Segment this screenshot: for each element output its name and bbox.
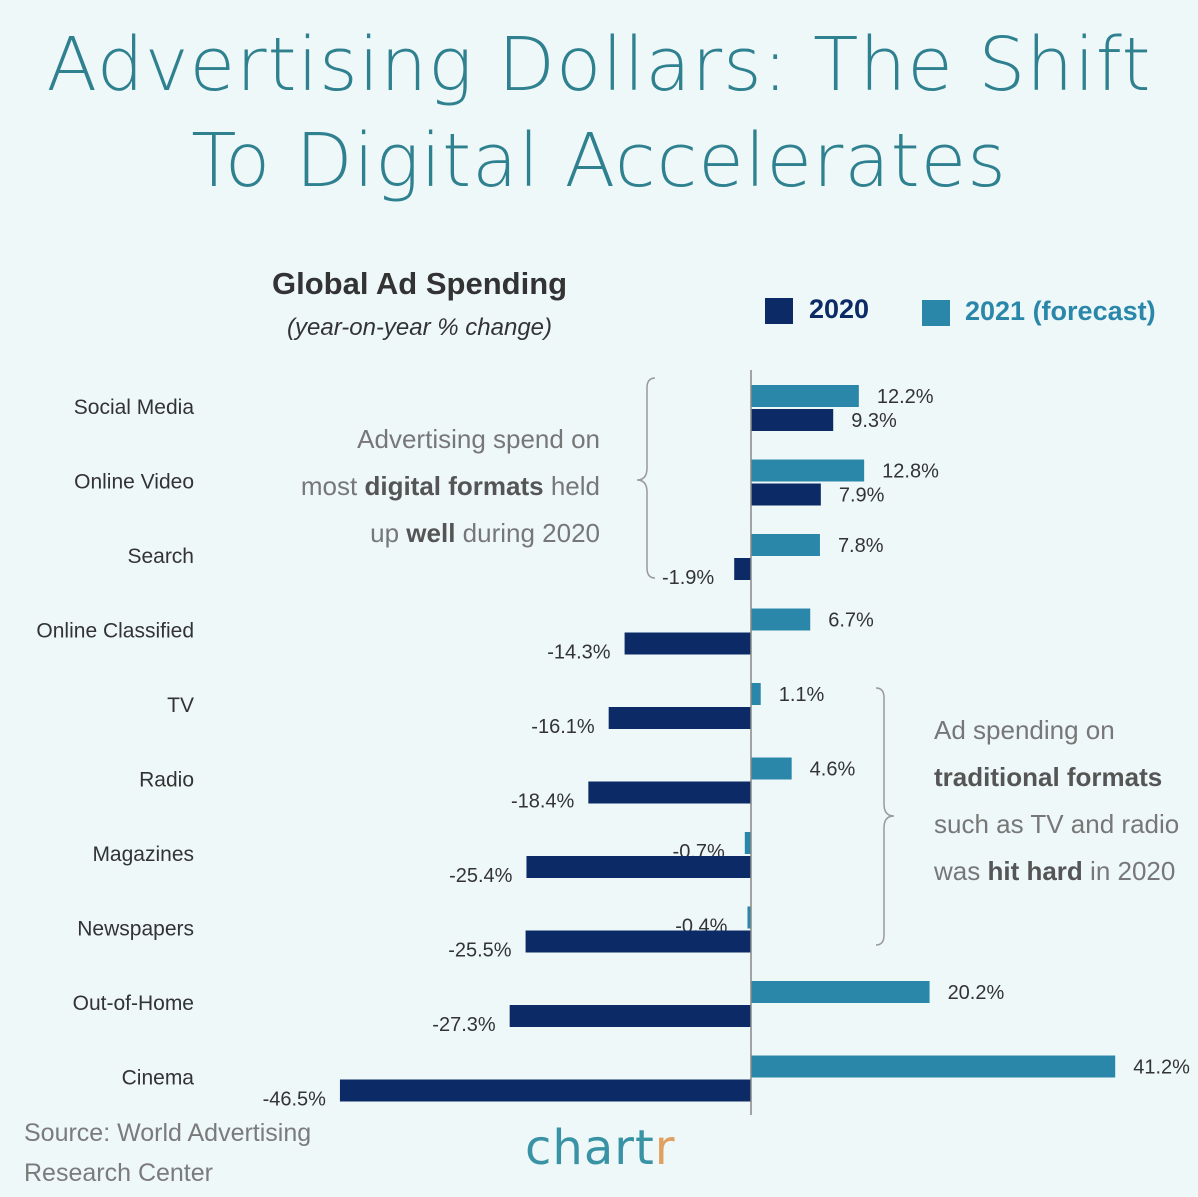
bar-2020 xyxy=(525,930,751,953)
annotation-text: held xyxy=(543,471,600,501)
category-label: Search xyxy=(127,545,194,568)
brace-traditional xyxy=(875,687,895,946)
legend-swatch-2021 xyxy=(922,300,950,326)
value-label-2021: 1.1% xyxy=(779,684,825,706)
annotation-text: well xyxy=(406,518,456,548)
bar-2021 xyxy=(744,832,751,854)
annotation-line: was hit hard in 2020 xyxy=(934,848,1179,895)
value-label-2021: 7.8% xyxy=(838,535,884,557)
bar-2021 xyxy=(751,385,859,407)
value-label-2020: -25.5% xyxy=(448,940,512,962)
bar-2020 xyxy=(509,1005,751,1027)
value-label-2020: -25.4% xyxy=(449,865,513,887)
value-label-2020: 7.9% xyxy=(839,485,885,507)
category-label: Online Video xyxy=(74,471,194,494)
category-label: Out-of-Home xyxy=(73,992,194,1015)
bar-2020 xyxy=(751,409,834,431)
annotation-traditional: Ad spending on traditional formats such as… xyxy=(934,707,1179,895)
bar-2021 xyxy=(751,683,761,705)
source-line-2: Research Center xyxy=(24,1159,213,1187)
bar-2020 xyxy=(624,632,751,655)
chartr-logo: chartr xyxy=(525,1120,676,1176)
annotation-text: Ad spending on xyxy=(934,715,1115,745)
annotation-line: up well during 2020 xyxy=(301,510,600,557)
value-label-2020: -14.3% xyxy=(547,642,611,664)
annotation-text: hit hard xyxy=(987,856,1083,886)
annotation-text: digital formats xyxy=(364,471,544,501)
value-label-2021: 6.7% xyxy=(828,610,874,632)
category-label: Cinema xyxy=(122,1067,195,1090)
source-line-1: Source: World Advertising xyxy=(24,1119,312,1147)
category-label: TV xyxy=(167,694,194,717)
annotation-digital: Advertising spend on most digital formats… xyxy=(301,416,600,557)
bar-2021 xyxy=(751,534,820,556)
annotation-text: Advertising spend on xyxy=(357,424,600,454)
logo-accent: r xyxy=(654,1120,676,1176)
source-note: Source: World Advertising Research Cente… xyxy=(24,1113,311,1193)
annotation-text: traditional formats xyxy=(934,762,1163,792)
bar-2021 xyxy=(747,906,751,929)
bar-2021 xyxy=(751,608,811,631)
bar-2020 xyxy=(588,781,751,804)
value-label-2020: -46.5% xyxy=(263,1089,327,1111)
annotation-text: most xyxy=(300,471,365,501)
chart-title: Global Ad Spending xyxy=(272,266,568,301)
category-label: Online Classified xyxy=(36,620,194,643)
bar-2021 xyxy=(751,1055,1116,1078)
category-label: Magazines xyxy=(92,843,194,866)
value-label-2021: 20.2% xyxy=(948,982,1005,1004)
value-label-2020: -16.1% xyxy=(531,716,595,738)
chart-subtitle: (year-on-year % change) xyxy=(287,314,553,341)
title-line-1: Advertising Dollars: The Shift xyxy=(46,22,1152,108)
legend-label-2020: 2020 xyxy=(809,294,870,324)
bar-2021 xyxy=(751,981,930,1003)
bar-2020 xyxy=(751,483,821,506)
bar-2020 xyxy=(339,1079,751,1102)
bar-2021 xyxy=(751,459,865,482)
value-label-2021: 12.8% xyxy=(882,461,939,483)
title-line-2: To Digital Accelerates xyxy=(191,118,1007,204)
value-label-2021: 41.2% xyxy=(1133,1057,1190,1079)
category-label: Radio xyxy=(139,769,194,792)
bar-2020 xyxy=(608,707,751,729)
annotation-line: Ad spending on xyxy=(934,707,1179,754)
annotation-line: traditional formats xyxy=(934,754,1179,801)
value-label-2020: -1.9% xyxy=(662,567,714,589)
annotation-text: was xyxy=(934,856,988,886)
annotation-text: in 2020 xyxy=(1082,856,1176,886)
category-label: Social Media xyxy=(74,396,195,419)
bar-2020 xyxy=(734,558,751,580)
logo-main: chart xyxy=(525,1120,655,1176)
bar-2020 xyxy=(526,856,751,878)
annotation-line: most digital formats held xyxy=(301,463,600,510)
legend-swatch-2020 xyxy=(765,298,793,324)
category-label: Newspapers xyxy=(77,918,194,941)
value-label-2020: -18.4% xyxy=(511,791,575,813)
value-label-2021: 12.2% xyxy=(877,386,934,408)
annotation-text: up xyxy=(370,518,407,548)
annotation-line: such as TV and radio xyxy=(934,801,1179,848)
value-label-2020: -27.3% xyxy=(432,1014,496,1036)
brace-digital xyxy=(636,377,656,579)
legend-label-2021: 2021 (forecast) xyxy=(965,296,1156,326)
value-label-2020: 9.3% xyxy=(851,410,897,432)
annotation-text: such as TV and radio xyxy=(934,809,1180,839)
annotation-line: Advertising spend on xyxy=(301,416,600,463)
annotation-text: during 2020 xyxy=(455,518,600,548)
bar-2021 xyxy=(751,757,792,780)
value-label-2021: 4.6% xyxy=(810,759,856,781)
